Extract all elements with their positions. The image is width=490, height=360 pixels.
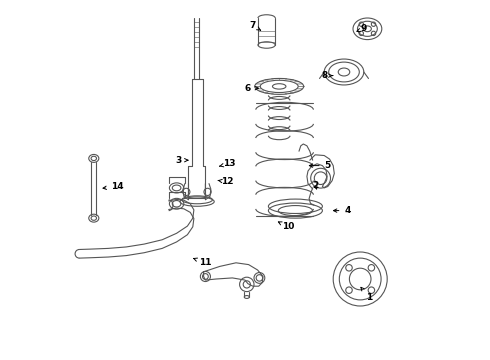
Text: 1: 1 (361, 287, 372, 302)
Text: 2: 2 (312, 181, 318, 190)
Text: 5: 5 (309, 161, 331, 170)
Text: 11: 11 (194, 258, 212, 267)
Text: 14: 14 (103, 182, 123, 191)
Text: 9: 9 (357, 24, 367, 33)
Text: 7: 7 (249, 21, 261, 30)
Text: 13: 13 (220, 159, 235, 168)
Text: 3: 3 (175, 156, 188, 165)
Text: 12: 12 (218, 177, 233, 186)
Text: 4: 4 (334, 206, 351, 215)
Text: 8: 8 (321, 71, 333, 80)
Text: 6: 6 (245, 84, 258, 93)
Text: 10: 10 (278, 222, 294, 231)
